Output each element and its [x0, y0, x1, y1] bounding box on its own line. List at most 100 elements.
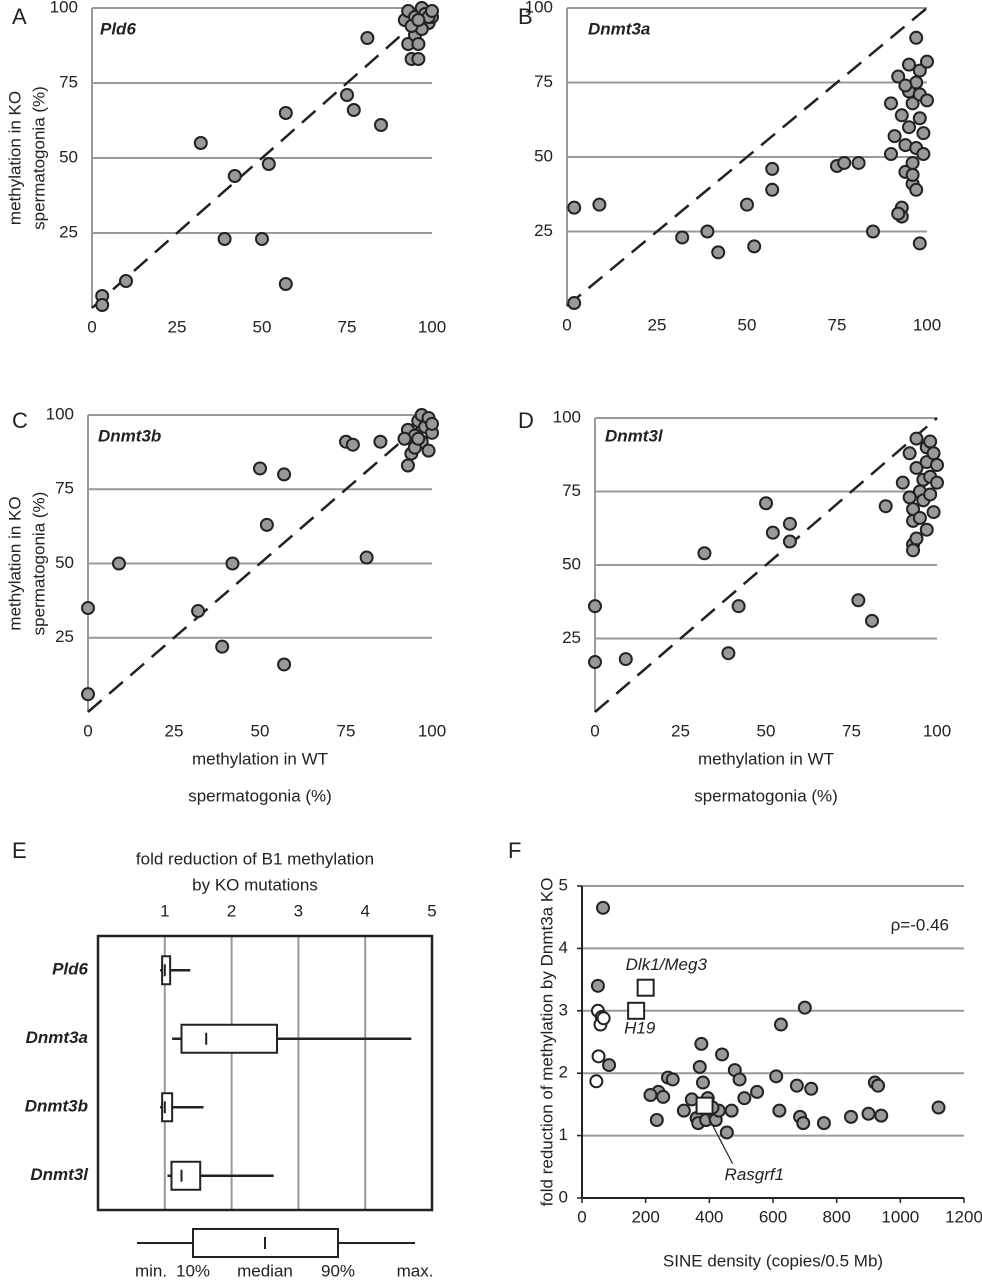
point-label: Dlk1/Meg3 — [626, 955, 708, 974]
point — [217, 232, 232, 246]
y-tick-label: 3 — [559, 1000, 568, 1019]
x-tick-label: 100 — [923, 721, 951, 740]
x-tick-label: 1 — [160, 901, 169, 920]
x-tick-label: 75 — [842, 721, 861, 740]
point — [643, 1088, 658, 1103]
point — [782, 534, 797, 549]
y-tick-label: 5 — [559, 875, 568, 894]
x-tick-label: 50 — [738, 315, 757, 334]
key-label: 10% — [176, 1261, 210, 1280]
point — [926, 505, 941, 520]
point — [878, 499, 893, 514]
point — [697, 546, 712, 561]
point — [590, 978, 605, 993]
x-tick-label: 0 — [590, 721, 599, 740]
x-axis-label: methylation in WT — [698, 749, 834, 768]
category-label: Dnmt3a — [26, 1028, 88, 1047]
point — [919, 522, 934, 537]
point — [656, 1089, 671, 1104]
point — [731, 599, 746, 614]
point — [851, 155, 866, 170]
x-tick-label: 50 — [757, 721, 776, 740]
point — [715, 1047, 730, 1062]
point — [411, 37, 426, 51]
panel-label: A — [12, 4, 27, 29]
point — [923, 434, 938, 449]
category-label: Dnmt3b — [25, 1097, 88, 1116]
y-tick-label: 2 — [559, 1063, 568, 1082]
y-axis-label: fold reduction of methylation by Dnmt3a … — [537, 878, 556, 1207]
point — [694, 1036, 709, 1051]
y-axis-label: spermatogonia (%) — [29, 492, 48, 636]
point — [373, 434, 388, 449]
point — [923, 487, 938, 502]
x-tick-label: 1000 — [881, 1207, 919, 1226]
point — [719, 1125, 734, 1140]
point — [797, 1000, 812, 1015]
point — [884, 96, 898, 111]
point — [874, 1108, 889, 1123]
x-tick-label: 2 — [227, 901, 236, 920]
chart-title: by KO mutations — [192, 875, 318, 894]
y-axis-label: methylation in KO — [5, 91, 24, 225]
point — [360, 31, 375, 45]
point — [898, 78, 913, 93]
panel-label: B — [518, 4, 533, 29]
point — [277, 467, 292, 482]
point — [253, 461, 267, 476]
x-tick-label: 50 — [251, 721, 270, 740]
point — [345, 437, 360, 452]
x-tick-label: 800 — [822, 1207, 850, 1226]
y-tick-label: 1 — [559, 1125, 568, 1144]
point-label: H19 — [624, 1018, 656, 1037]
point — [759, 496, 773, 511]
point — [916, 126, 931, 141]
y-axis-label: methylation in KO — [5, 496, 24, 630]
x-tick-label: 100 — [913, 315, 941, 334]
point — [636, 978, 655, 997]
point — [649, 1113, 664, 1127]
point — [887, 129, 902, 144]
point — [591, 1049, 606, 1064]
point — [816, 1116, 831, 1131]
point — [411, 52, 426, 66]
chart-title: Dnmt3b — [98, 426, 161, 445]
x-tick-label: 4 — [360, 901, 369, 920]
x-tick-label: 100 — [418, 317, 446, 336]
point — [909, 30, 924, 45]
point — [259, 517, 274, 532]
x-tick-label: 600 — [759, 1207, 787, 1226]
point — [627, 1001, 646, 1020]
chart-title: Dnmt3l — [605, 426, 664, 445]
x-tick-label: 200 — [631, 1207, 659, 1226]
point — [588, 599, 602, 614]
y-tick-label: 50 — [562, 554, 581, 573]
point — [789, 1078, 804, 1093]
identity-line — [91, 7, 433, 309]
point — [851, 593, 866, 608]
box — [170, 1160, 202, 1191]
point — [589, 1074, 604, 1089]
point — [95, 298, 110, 312]
point — [905, 96, 920, 111]
point — [602, 1058, 617, 1073]
y-tick-label: 100 — [46, 404, 74, 423]
point — [906, 543, 921, 558]
category-label: Pld6 — [52, 960, 88, 979]
point — [930, 458, 944, 473]
point — [895, 475, 910, 490]
point — [804, 1081, 819, 1096]
point — [902, 57, 916, 72]
point — [912, 510, 927, 525]
y-tick-label: 75 — [562, 481, 581, 500]
point — [912, 236, 927, 251]
point — [675, 230, 690, 245]
x-tick-label: 0 — [577, 1207, 586, 1226]
point — [665, 1072, 680, 1087]
point — [400, 458, 415, 473]
frame — [96, 934, 434, 1212]
x-tick-label: 75 — [338, 317, 357, 336]
point — [747, 239, 762, 254]
x-axis-label: methylation in WT — [192, 749, 328, 768]
